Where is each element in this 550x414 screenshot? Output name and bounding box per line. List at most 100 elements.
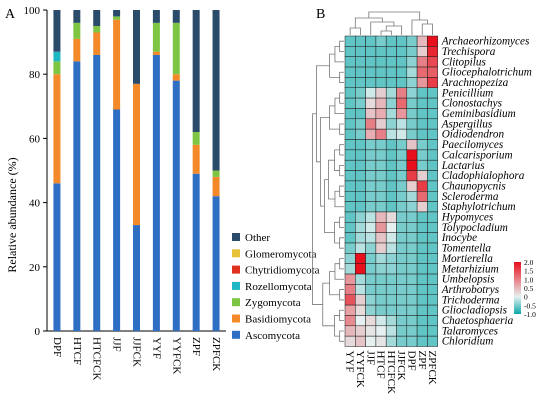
heatmap-cell <box>396 253 408 264</box>
legend-swatch <box>232 265 240 274</box>
x-tick-label: ZPFCK <box>210 337 222 371</box>
heatmap-cell <box>365 149 377 161</box>
heatmap-cell <box>385 284 397 295</box>
heatmap-cell <box>416 46 428 57</box>
heatmap-cell <box>365 284 377 295</box>
heatmap-cell <box>406 170 418 182</box>
panel-a-label: A <box>5 7 16 22</box>
dendrogram-branch <box>421 23 433 35</box>
y-tick-label: 60 <box>29 133 41 145</box>
bar-segment-basidiomycota <box>172 74 180 81</box>
heatmap-cell <box>385 77 397 89</box>
heatmap-row-label: Mortierella <box>441 253 494 265</box>
legend-label: Chytridiomycota <box>245 265 320 277</box>
heatmap-cell <box>396 325 408 337</box>
heatmap-column-label: HTCF <box>375 351 387 379</box>
heatmap-cell <box>375 97 387 109</box>
bar-segment-other <box>212 10 220 171</box>
heatmap-cell <box>385 56 397 68</box>
heatmap-cell <box>355 118 366 130</box>
heatmap-cell <box>416 35 428 47</box>
bar-segment-basidiomycota <box>152 51 160 55</box>
heatmap-cell <box>385 232 397 244</box>
heatmap-cell <box>355 273 366 285</box>
heatmap-cell <box>355 211 366 223</box>
heatmap-cell <box>416 325 428 337</box>
heatmap-column-label: DPF <box>405 351 417 371</box>
heatmap-row-label: Arachnopeziza <box>441 77 509 89</box>
heatmap-row-label: Chaunopycnis <box>442 180 507 192</box>
dendrogram-branch <box>339 237 344 249</box>
heatmap-cell <box>385 180 397 192</box>
heatmap-cell <box>365 87 377 99</box>
heatmap-row-label: Gliocladiopsis <box>442 305 508 317</box>
heatmap-row-label: Geminibasidium <box>442 108 516 120</box>
heatmap-cell <box>406 139 418 151</box>
y-tick-label: 80 <box>29 69 41 81</box>
dendrogram-branch <box>380 30 392 35</box>
heatmap-cell <box>344 77 356 89</box>
heatmap-cell <box>375 294 387 306</box>
heatmap-row-label: Tolypocladium <box>442 222 508 234</box>
heatmap-cell <box>375 170 387 182</box>
heatmap-cell <box>396 87 408 99</box>
heatmap-cell <box>385 46 397 57</box>
heatmap-cell <box>416 273 428 285</box>
bar-segment-ascomycota <box>212 196 220 331</box>
heatmap-cell <box>375 222 387 233</box>
heatmap-cell <box>406 35 418 47</box>
heatmap-cell <box>396 139 408 151</box>
heatmap-cell <box>406 87 418 99</box>
heatmap-row-label: Cladophialophora <box>442 170 525 182</box>
heatmap-cell <box>375 159 387 171</box>
heatmap-cell <box>385 335 397 347</box>
heatmap-cell <box>427 35 438 47</box>
dendrogram-branch <box>339 330 344 342</box>
heatmap-cell <box>406 108 418 120</box>
heatmap-cell <box>365 108 377 120</box>
bar-segment-basidiomycota <box>73 38 81 62</box>
heatmap-cell <box>396 35 408 47</box>
legend-label: Zygomycota <box>245 297 301 309</box>
heatmap-cell <box>416 118 428 130</box>
heatmap-cell <box>385 211 397 223</box>
heatmap-cell <box>344 46 356 57</box>
heatmap-cell <box>406 284 418 295</box>
dendrogram-branch <box>339 144 344 156</box>
heatmap-cell <box>365 222 377 233</box>
heatmap-row-label: Trechispora <box>442 46 496 58</box>
dendrogram-branch <box>349 27 361 35</box>
heatmap-cell <box>396 77 408 89</box>
heatmap-cell <box>344 35 356 47</box>
heatmap-cell <box>416 253 428 264</box>
legend-label: Other <box>245 232 270 244</box>
heatmap-column-label: HTCFCK <box>385 351 397 394</box>
colorbar-tick-label: 2.0 <box>524 258 534 267</box>
heatmap-row-label: Trichoderma <box>442 294 500 306</box>
legend-swatch <box>232 249 240 258</box>
bar-segment-ascomycota <box>113 109 121 331</box>
heatmap-cell <box>355 335 366 347</box>
heatmap-cell <box>416 304 428 316</box>
heatmap-cell <box>427 273 438 285</box>
heatmap-cell <box>385 191 397 202</box>
heatmap-column-label: YYFCK <box>354 351 366 388</box>
x-tick-label: JJFCK <box>131 337 143 367</box>
dendrogram-branch <box>385 25 403 35</box>
dendrogram-branch <box>339 258 344 270</box>
heatmap-cell <box>385 222 397 233</box>
heatmap-cell <box>385 170 397 182</box>
bar-segment-other <box>133 10 140 84</box>
heatmap-cell <box>406 201 418 213</box>
heatmap-cell <box>365 139 377 151</box>
legend-swatch <box>232 233 240 241</box>
heatmap-row-label: Lactarius <box>441 160 486 172</box>
heatmap-row-label: Scleroderma <box>442 191 499 203</box>
dendrogram-branch <box>339 185 344 197</box>
heatmap-cell <box>365 335 377 347</box>
heatmap-cell <box>355 159 366 171</box>
heatmap-cell <box>365 294 377 306</box>
dendrogram-branch <box>354 17 383 28</box>
heatmap-cell <box>406 159 418 171</box>
heatmap-cell <box>365 180 377 192</box>
